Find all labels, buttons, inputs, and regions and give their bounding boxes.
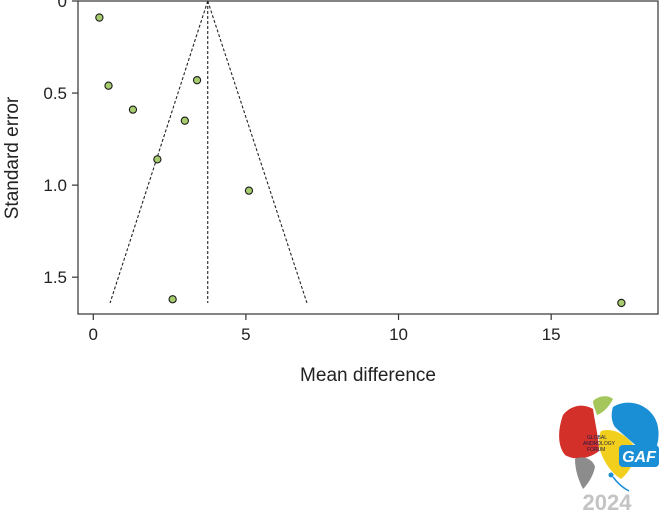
logo-mark: GAF [622, 449, 657, 466]
data-points [95, 13, 626, 308]
x-axis-title: Mean difference [300, 365, 436, 386]
y-tick-label: 1.5 [43, 268, 67, 287]
funnel-lines [109, 0, 308, 304]
study-point [128, 105, 138, 114]
y-tick-label: 1.0 [43, 176, 67, 195]
funnel-right-limit [207, 0, 308, 304]
y-tick-label: 0 [58, 0, 67, 11]
x-tick-label: 10 [389, 325, 408, 344]
funnel-plot: 0 5 10 15 0 0.5 1.0 1.5 Mean difference Standa… [2, 0, 659, 386]
funnel-left-limit [109, 0, 209, 304]
logo-shape [559, 405, 599, 459]
study-point [153, 155, 162, 164]
logo-text-line-1: GLOBAL [587, 435, 607, 441]
logo-text-line-3: FORUM [587, 447, 605, 453]
y-axis-title: Standard error [2, 96, 23, 219]
logo-text-line-2: ANDROLOGY [583, 441, 616, 447]
logo-year: 2024 [583, 490, 633, 515]
x-tick-label: 0 [89, 325, 98, 344]
logo-shape [611, 402, 659, 459]
globe-icon [559, 396, 659, 492]
y-tick-label: 0.5 [43, 84, 67, 103]
study-point [95, 13, 104, 22]
logo-mark-badge [619, 445, 659, 467]
study-point [104, 81, 113, 90]
study-point [180, 116, 189, 125]
gaf-2024-logo: GLOBAL ANDROLOGY FORUM GAF 2024 [559, 396, 659, 515]
study-point [617, 298, 626, 308]
x-axis: 0 5 10 15 [89, 314, 561, 344]
plot-frame [77, 0, 659, 315]
y-axis: 0 0.5 1.0 1.5 [43, 0, 78, 287]
study-point [168, 295, 177, 304]
x-tick-label: 5 [241, 325, 250, 344]
study-point [244, 186, 254, 195]
study-point [192, 76, 202, 85]
logo-shape [575, 457, 595, 489]
logo-shape [593, 396, 613, 415]
x-tick-label: 15 [542, 325, 561, 344]
